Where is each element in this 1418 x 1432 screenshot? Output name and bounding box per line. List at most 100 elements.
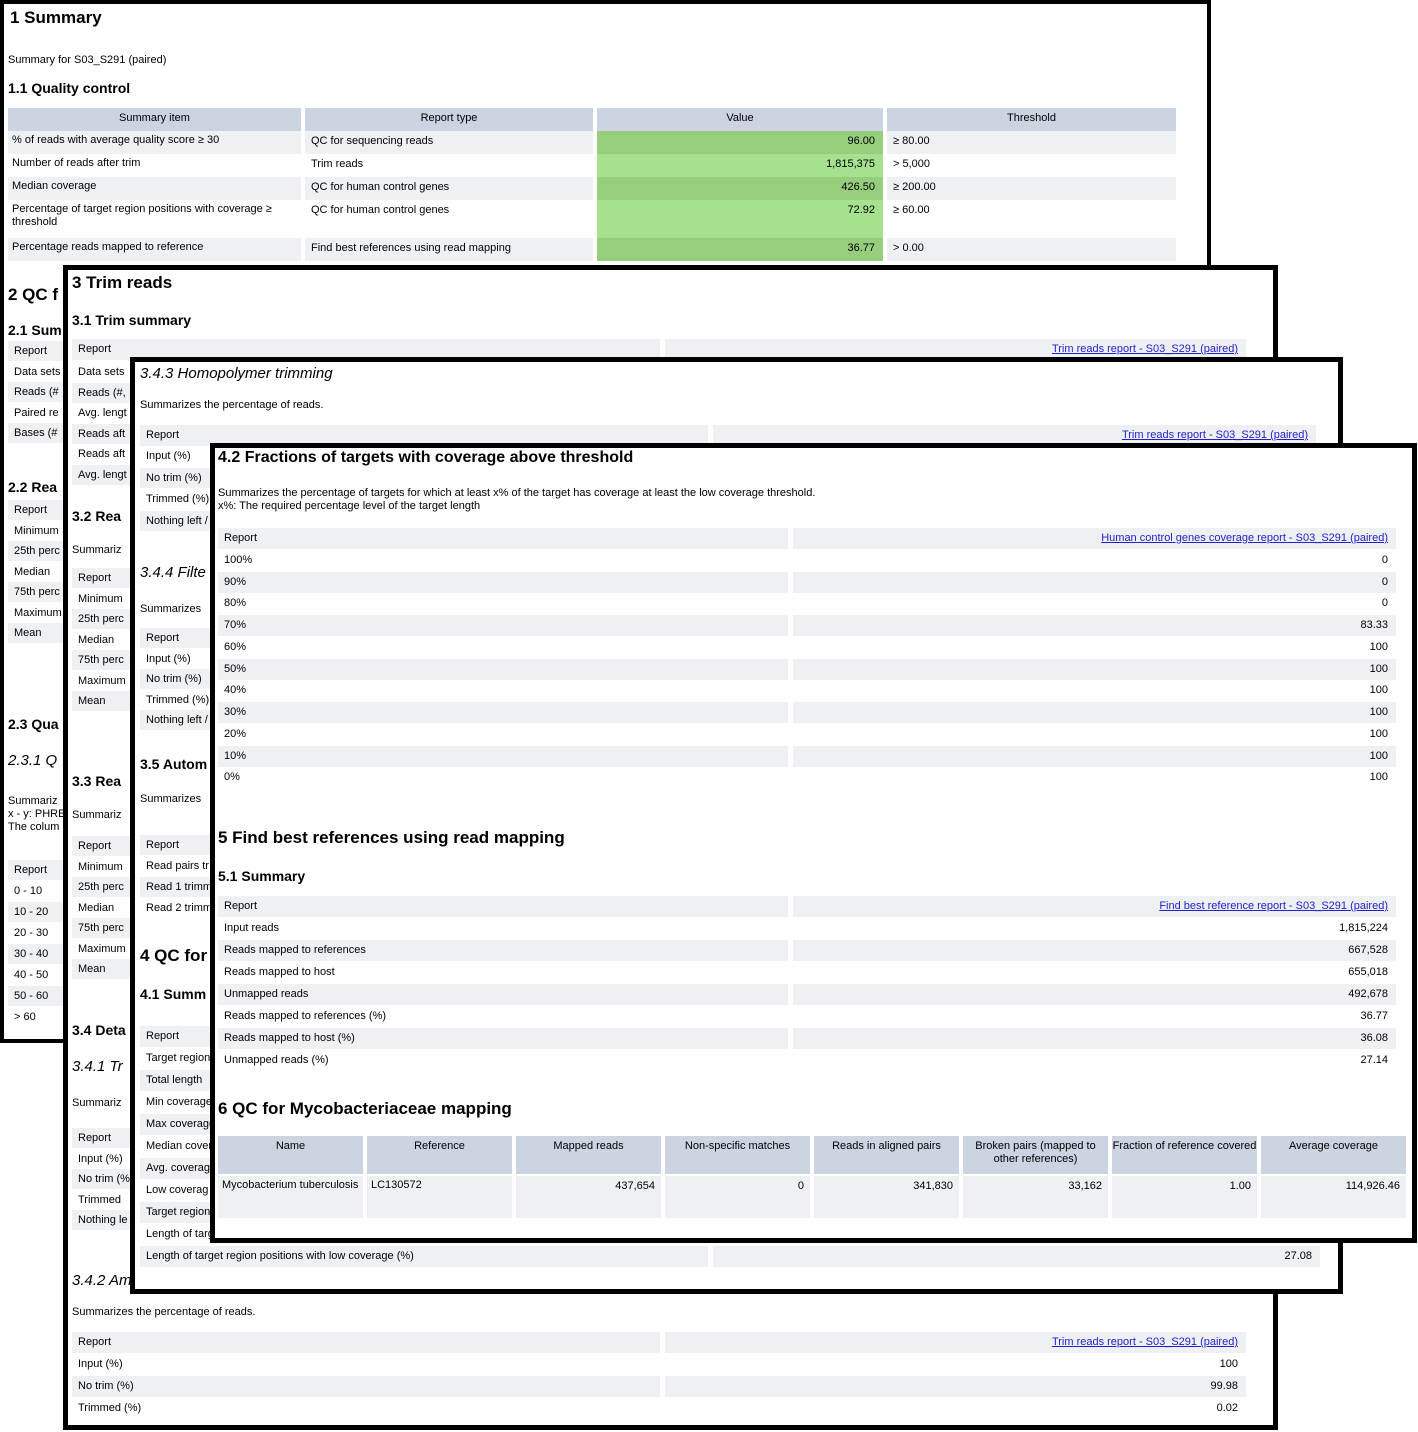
section-3-2-heading: 3.2 Rea (72, 508, 122, 524)
row-label: 60% (224, 641, 247, 653)
row-label: Trimmed (%) (146, 493, 210, 505)
column-header: Reads in aligned pairs (814, 1136, 959, 1174)
row-label: Low coverag (146, 1184, 209, 1196)
value-cell: 72.92 (597, 200, 883, 238)
number-cell: 33,162 (963, 1176, 1108, 1218)
row-label: Input (%) (146, 653, 191, 665)
coverage-report-window[interactable]: 4.2 Fractions of targets with coverage a… (210, 443, 1417, 1243)
row-label: Reads mapped to host (224, 966, 335, 978)
row-value: 100 (1369, 771, 1388, 783)
row-label: Target region (146, 1052, 211, 1064)
report-link[interactable]: Human control genes coverage report - S0… (793, 528, 1396, 549)
row-label: Reads mapped to references (%) (224, 1010, 387, 1022)
report-link[interactable]: Trim reads report - S03_S291 (paired) (713, 425, 1316, 446)
row-label: Input (%) (78, 1358, 123, 1370)
row-label: Avg. lengt (78, 407, 127, 419)
section-4-1-heading: 4.1 Summ (140, 986, 207, 1002)
number-cell: 341,830 (814, 1176, 959, 1218)
row-value: 0 (793, 572, 1396, 593)
report-type-cell: QC for sequencing reads (305, 131, 593, 154)
threshold-cell: > 5,000 (893, 158, 931, 170)
quality-desc-line1: Summariz (8, 795, 58, 807)
row-label: Paired re (14, 407, 59, 419)
section-5-heading: 5 Find best references using read mappin… (218, 828, 565, 847)
row-label: 20 - 30 (14, 927, 49, 939)
row-label: 10% (218, 746, 788, 767)
row-label: Report (218, 528, 788, 549)
threshold-cell: ≥ 200.00 (887, 177, 1176, 200)
row-label: Trimmed (%) (78, 1402, 142, 1414)
row-value: 99.98 (665, 1376, 1246, 1397)
row-label: Median cover (146, 1140, 213, 1152)
quality-desc-line2: x - y: PHRE (8, 808, 66, 820)
row-label: 40 - 50 (14, 969, 49, 981)
section-3-4-4-desc: Summarizes (140, 603, 202, 615)
section-3-4-1-desc: Summariz (72, 1097, 122, 1109)
row-value: 27.08 (713, 1246, 1320, 1267)
section-2-3-heading: 2.3 Qua (8, 716, 59, 732)
row-label: 80% (224, 597, 247, 609)
row-label: Trimmed (%) (146, 694, 210, 706)
row-label: Reads mapped to host (%) (218, 1028, 788, 1049)
value-cell: 1,815,375 (597, 154, 883, 177)
row-label: Minimum (78, 861, 123, 873)
row-value: 667,528 (793, 940, 1396, 961)
section-3-4-3-heading: 3.4.3 Homopolymer trimming (140, 365, 333, 382)
section-3-2-desc: Summariz (72, 544, 122, 556)
section-6-heading: 6 QC for Mycobacteriaceae mapping (218, 1099, 512, 1118)
name-cell: Mycobacterium tuberculosis (218, 1176, 363, 1218)
row-label: > 60 (14, 1011, 36, 1023)
number-cell: 0 (665, 1176, 810, 1218)
section-3-4-heading: 3.4 Deta (72, 1022, 126, 1038)
section-4-2-desc2: x%: The required percentage level of the… (218, 500, 481, 512)
section-3-5-heading: 3.5 Autom (140, 756, 208, 772)
row-label: Length of target region positions with l… (140, 1246, 708, 1267)
report-link[interactable]: Trim reads report - S03_S291 (paired) (665, 1332, 1246, 1353)
row-label: Unmapped reads (%) (224, 1054, 329, 1066)
section-3-4-2-desc: Summarizes the percentage of reads. (72, 1306, 256, 1318)
row-value: 100 (1369, 728, 1388, 740)
row-label: Min coverage (146, 1096, 213, 1108)
report-link[interactable]: Find best reference report - S03_S291 (p… (793, 896, 1396, 917)
section-3-3-desc: Summariz (72, 809, 122, 821)
summary-subtitle: Summary for S03_S291 (paired) (8, 54, 167, 66)
column-header: Report type (305, 108, 593, 131)
section-3-4-3-desc: Summarizes the percentage of reads. (140, 399, 324, 411)
report-type-cell: QC for human control genes (305, 177, 593, 200)
row-label: 100% (224, 554, 253, 566)
column-header: Name (218, 1136, 363, 1174)
section-1-heading: 1 Summary (10, 8, 102, 27)
threshold-cell: ≥ 60.00 (893, 204, 930, 216)
column-header: Threshold (887, 108, 1176, 131)
report-link[interactable]: Trim reads report - S03_S291 (paired) (665, 339, 1246, 360)
summary-item-cell: % of reads with average quality score ≥ … (8, 131, 301, 154)
row-label: Reads mapped to references (218, 940, 788, 961)
row-label: Median (78, 902, 115, 914)
row-value: 492,678 (793, 984, 1396, 1005)
row-value: 0.02 (1216, 1402, 1238, 1414)
value-cell: 36.77 (597, 238, 883, 261)
value-cell: 426.50 (597, 177, 883, 200)
row-value: 83.33 (793, 615, 1396, 636)
row-value: 100 (793, 659, 1396, 680)
row-value: 0 (1381, 597, 1388, 609)
row-label: Read 2 trimm (146, 902, 213, 914)
row-value: 0 (1381, 554, 1388, 566)
row-label: 50% (218, 659, 788, 680)
row-label: Reads aft (78, 448, 126, 460)
row-label: 70% (218, 615, 788, 636)
section-3-4-1-heading: 3.4.1 Tr (72, 1058, 123, 1075)
row-label: 90% (218, 572, 788, 593)
report-type-cell: Trim reads (311, 158, 364, 170)
row-label: Maximum (78, 943, 126, 955)
section-4-2-desc1: Summarizes the percentage of targets for… (218, 487, 816, 499)
row-label: Input reads (224, 922, 280, 934)
row-label: Input (%) (146, 450, 191, 462)
row-label: Trimmed (78, 1194, 121, 1206)
section-3-heading: 3 Trim reads (72, 273, 173, 292)
row-label: Report (72, 339, 660, 360)
row-label: Report (218, 896, 788, 917)
section-3-5-desc: Summarizes (140, 793, 202, 805)
row-label: Data sets (78, 366, 125, 378)
row-value: 100 (1369, 684, 1388, 696)
